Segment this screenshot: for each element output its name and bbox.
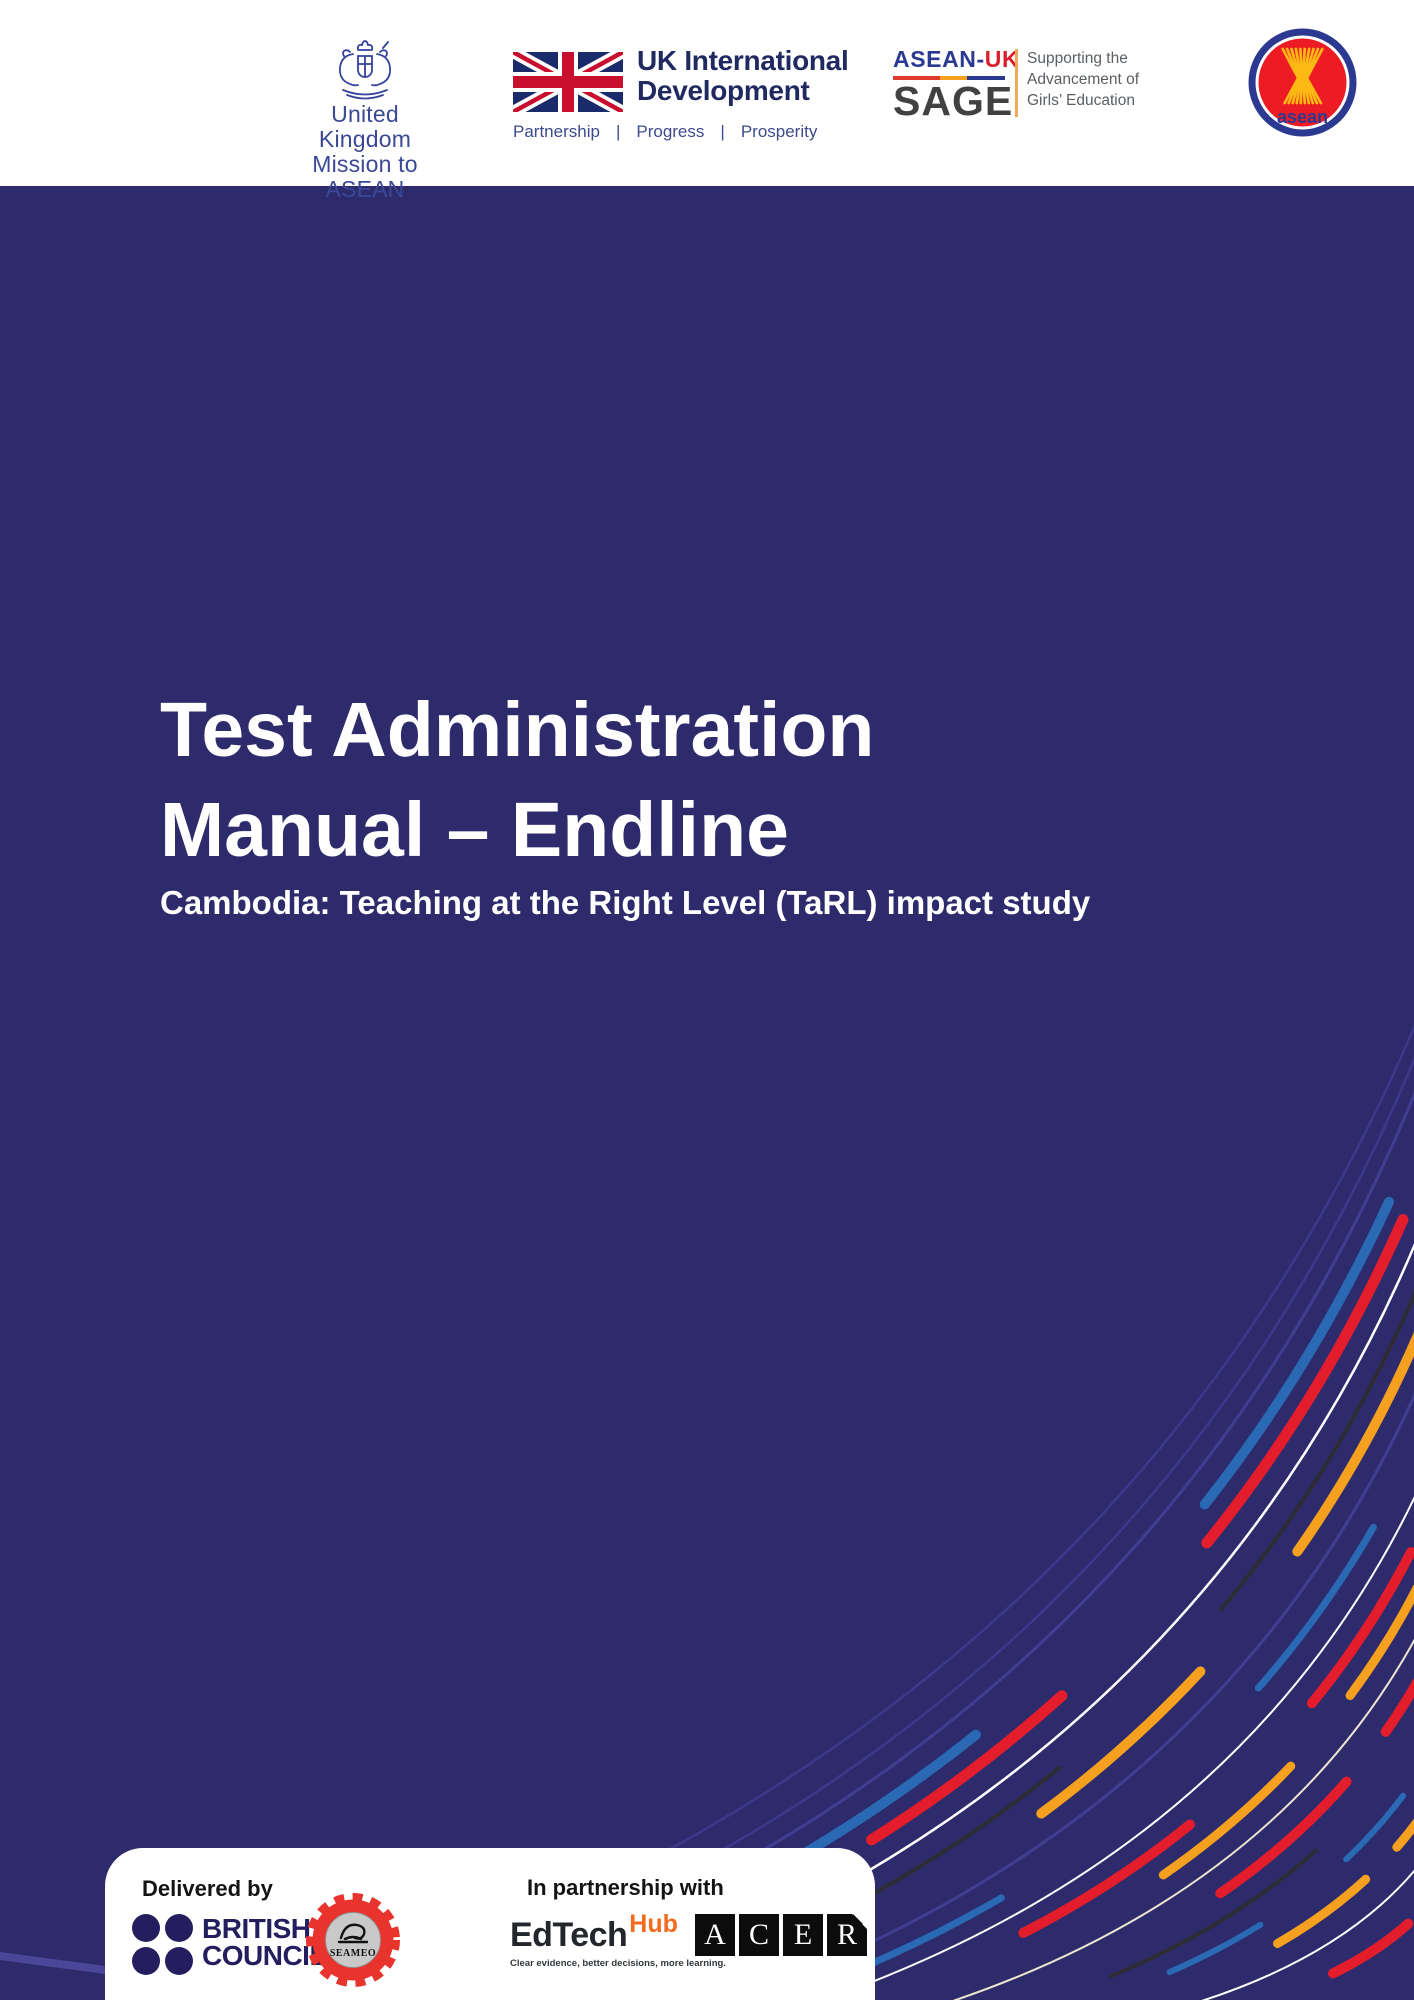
cover-body: Test Administration Manual – Endline Camb… xyxy=(0,186,1414,2000)
tagline-partnership: Partnership xyxy=(513,122,600,141)
title-line1: Test Administration xyxy=(160,687,875,773)
edtech-wordmark: EdTech xyxy=(510,1916,628,1954)
british-council-logo: BRITISH COUNCIL xyxy=(132,1912,382,1982)
union-jack-icon xyxy=(513,52,623,112)
tagline-separator: | xyxy=(615,122,621,141)
british-council-wordmark: BRITISH COUNCIL xyxy=(202,1913,327,1971)
ukid-tagline: Partnership | Progress | Prosperity xyxy=(513,122,817,142)
acer-letter-box: R xyxy=(827,1914,867,1956)
acer-letter-box: A xyxy=(695,1914,735,1956)
british-council-line1: BRITISH xyxy=(202,1913,311,1944)
title-line2: Manual – Endline xyxy=(160,787,789,873)
sage-desc-line3: Girls’ Education xyxy=(1027,92,1135,109)
seameo-label: SEAMEO xyxy=(330,1948,376,1959)
edtech-tagline: Clear evidence, better decisions, more l… xyxy=(510,1958,726,1969)
acer-logo: A C E R xyxy=(695,1914,867,1956)
seameo-logo-icon: SEAMEO xyxy=(306,1893,400,1987)
sage-divider xyxy=(1015,49,1018,117)
sage-desc-line1: Supporting the xyxy=(1027,50,1128,67)
uk-royal-crest-icon xyxy=(339,40,391,100)
uk-mission-logo: United Kingdom Mission to ASEAN xyxy=(285,40,445,202)
uk-mission-line1: United Kingdom xyxy=(318,101,412,152)
sage-underline xyxy=(893,76,1005,80)
asean-paddy-sheaf xyxy=(1281,47,1324,105)
tagline-progress: Progress xyxy=(636,122,705,141)
ukid-title: UK International Development xyxy=(637,45,849,106)
sage-desc-line2: Advancement of xyxy=(1027,71,1140,88)
sage-logo: ASEAN-UK SAGE Supporting the Advancement… xyxy=(893,46,1139,124)
tagline-prosperity: Prosperity xyxy=(740,122,818,141)
delivered-by-label: Delivered by xyxy=(142,1876,273,1901)
ukid-title-line1: UK International xyxy=(637,45,849,76)
decorative-arcs xyxy=(0,1024,1414,2000)
sage-description: Supporting the Advancement of Girls’ Edu… xyxy=(1027,48,1157,111)
uk-mission-line2: Mission to ASEAN xyxy=(312,151,418,202)
edtech-hub-wordmark: Hub xyxy=(629,1910,678,1938)
acer-letter-box: C xyxy=(739,1914,779,1956)
asean-emblem-label: asean xyxy=(1277,107,1328,127)
acer-letter: A xyxy=(704,1918,726,1951)
in-partnership-with-label: In partnership with xyxy=(527,1875,724,1900)
sage-asean-uk: ASEAN-UK xyxy=(893,46,1019,73)
acer-page-fold-shadow xyxy=(853,1914,863,1924)
ukid-title-line2: Development xyxy=(637,75,810,106)
edtech-hub-logo: EdTechHub Clear evidence, better decisio… xyxy=(510,1910,726,1969)
sage-asean-text: ASEAN- xyxy=(893,46,985,72)
acer-letter-box: E xyxy=(783,1914,823,1956)
british-council-line2: COUNCIL xyxy=(202,1940,327,1971)
asean-emblem-icon: asean xyxy=(1246,26,1359,139)
acer-letter: C xyxy=(748,1918,769,1951)
partner-logos-box: Delivered by In partnership with BRITISH… xyxy=(105,1848,875,2000)
acer-letter: R xyxy=(836,1918,857,1951)
sage-uk-text: UK xyxy=(984,46,1020,72)
british-council-dots-icon xyxy=(132,1914,194,1976)
page-title: Test Administration Manual – Endline xyxy=(160,680,874,880)
acer-letter: E xyxy=(793,1918,813,1951)
header-band: United Kingdom Mission to ASEAN UK Inter… xyxy=(0,0,1414,202)
sage-name: SAGE xyxy=(893,78,1014,124)
page-subtitle: Cambodia: Teaching at the Right Level (T… xyxy=(160,884,1091,921)
tagline-separator: | xyxy=(720,122,725,141)
